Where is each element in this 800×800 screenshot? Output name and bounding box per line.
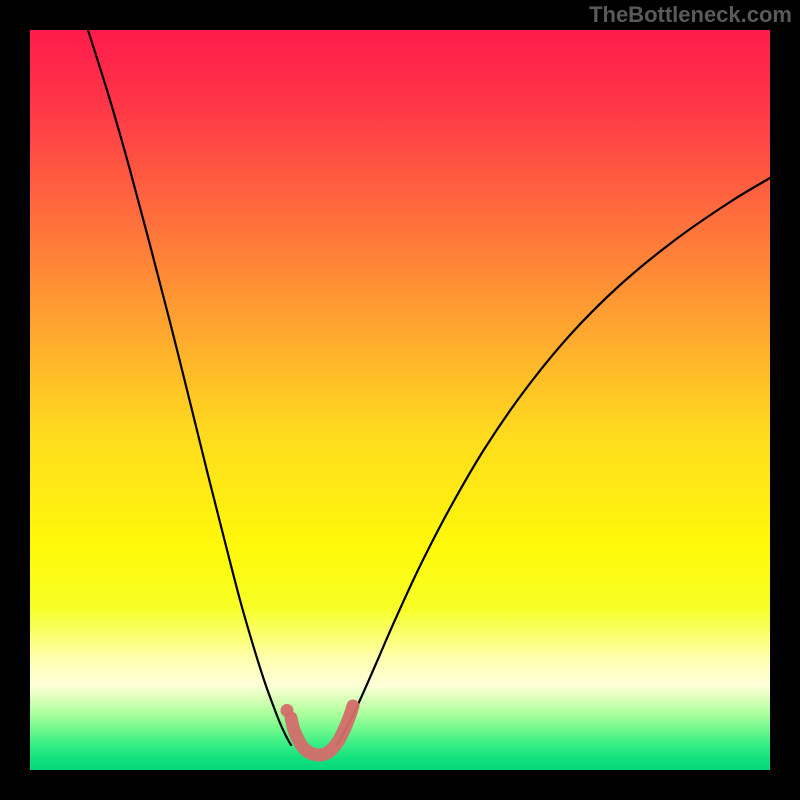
plot-svg [30, 30, 770, 770]
gradient-background [30, 30, 770, 770]
plot-area [30, 30, 770, 770]
chart-container: TheBottleneck.com [0, 0, 800, 800]
trough-marker-dot [281, 704, 294, 717]
watermark-text: TheBottleneck.com [589, 2, 792, 28]
